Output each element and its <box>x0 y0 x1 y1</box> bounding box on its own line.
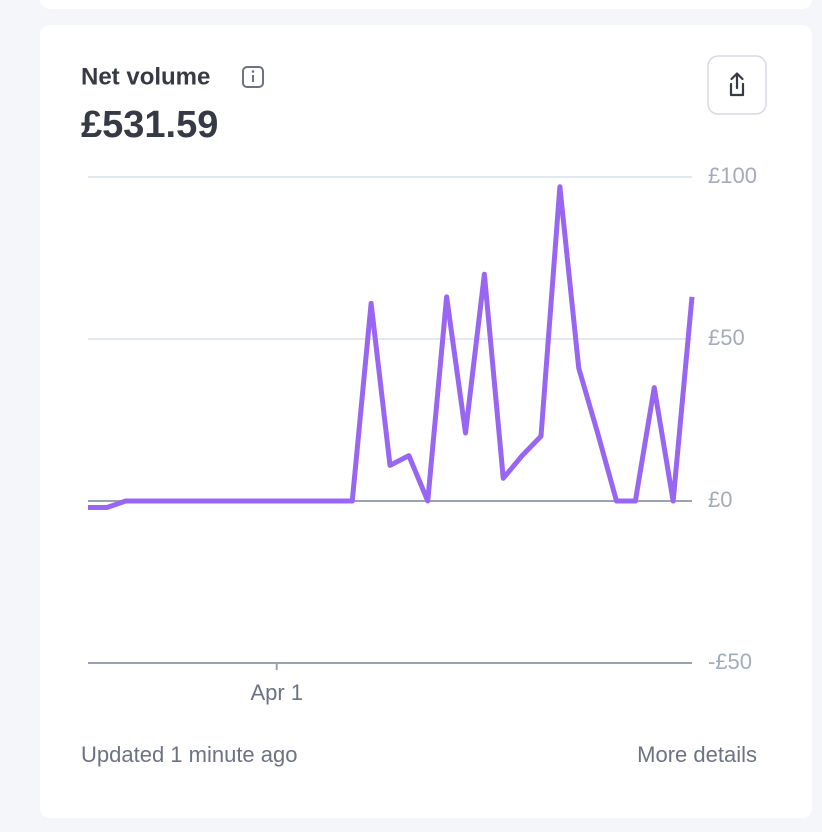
y-tick-label: £50 <box>708 325 745 350</box>
updated-note: Updated 1 minute ago <box>81 742 298 767</box>
total-amount: £531.59 <box>81 104 218 146</box>
y-tick-label: £0 <box>708 487 732 512</box>
data-line <box>88 184 695 510</box>
y-tick-label: £100 <box>708 163 757 188</box>
x-tick-label: Apr 1 <box>250 680 303 705</box>
info-icon[interactable] <box>242 66 264 88</box>
card <box>40 25 812 818</box>
y-tick-label: -£50 <box>708 649 752 674</box>
export-button[interactable] <box>707 55 767 115</box>
more-details-link[interactable]: More details <box>637 742 757 767</box>
card-title: Net volume <box>81 63 210 90</box>
previous-card <box>40 0 812 9</box>
